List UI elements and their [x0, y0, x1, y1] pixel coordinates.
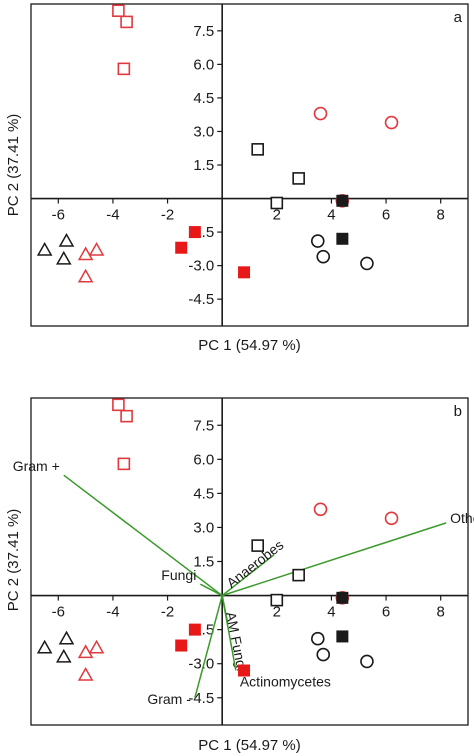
point-circle-open [310, 631, 325, 646]
point-square-open [251, 143, 264, 156]
point-square-open [292, 172, 305, 185]
point-square-filled [175, 241, 188, 254]
point-square-open [120, 409, 133, 423]
y-tick-label: 3.0 [193, 519, 214, 536]
point-square-filled [336, 194, 349, 207]
point-square-open [112, 4, 125, 18]
vector-label-gram: Gram - [147, 691, 191, 707]
x-tick-label: 6 [382, 207, 390, 224]
pca-biplot-b: -6 -4 -2 2 4 6 87.56.04.53.01.5-1.5-3.0-4.5bPC… [5, 397, 474, 754]
x-tick-label: 4 [327, 604, 335, 621]
point-circle-open [384, 511, 399, 526]
point-square-open [270, 593, 284, 607]
y-tick-label: 4.5 [193, 485, 214, 502]
point-triangle-open [77, 268, 94, 283]
point-triangle-open [55, 250, 72, 265]
y-tick-label: 4.5 [193, 90, 214, 107]
x-tick-label: 8 [437, 604, 445, 621]
x-tick-label: 4 [327, 207, 335, 224]
point-triangle-open [77, 667, 94, 681]
x-tick-label: -6 [52, 207, 65, 224]
y-tick-label: 7.5 [193, 23, 214, 40]
point-circle-open [384, 115, 399, 130]
y-tick-label: -4.5 [188, 291, 214, 308]
y-tick-label: -3.0 [188, 656, 214, 673]
point-circle-open [360, 256, 374, 271]
y-axis-title-a: PC 2 (37.41 %) [5, 114, 22, 217]
y-tick-label: 1.5 [193, 157, 214, 174]
point-square-filled [336, 591, 349, 604]
x-tick-label: 8 [437, 207, 445, 224]
point-square-filled [238, 664, 251, 677]
pca-score-plot-a: -6 -4 -2 2 4 6 87.56.04.53.01.5-1.5-3.0-4.5aPC… [5, 3, 469, 354]
point-circle-open [316, 249, 331, 264]
x-tick-label: -2 [161, 207, 174, 224]
point-square-filled [188, 623, 201, 636]
vector-label-actinomycetes: Actinomycetes [240, 674, 331, 690]
vector-label-gram: Gram + [13, 458, 60, 474]
x-tick-label: -2 [161, 604, 174, 621]
point-triangle-open [77, 246, 94, 261]
plot-frame-a [30, 3, 469, 327]
point-square-filled [175, 639, 188, 652]
point-square-open [120, 15, 133, 29]
point-triangle-open [58, 233, 75, 247]
y-tick-label: 1.5 [193, 554, 214, 571]
vector-label-fungi: Fungi [161, 567, 196, 583]
loading-vector-gram [194, 595, 223, 698]
y-tick-label: 3.0 [193, 123, 214, 140]
point-square-filled [238, 266, 251, 279]
vector-label-others: Others [450, 510, 474, 526]
point-circle-open [313, 106, 328, 121]
point-square-filled [188, 226, 201, 239]
point-square-open [117, 457, 131, 471]
point-triangle-open [36, 241, 53, 256]
point-triangle-open [88, 241, 105, 256]
x-tick-label: -6 [52, 604, 65, 621]
point-square-filled [336, 232, 349, 245]
point-square-open [292, 568, 305, 582]
y-tick-label: 6.0 [193, 56, 214, 73]
x-tick-label: -4 [106, 207, 119, 224]
loading-vector-actinomycetes [221, 595, 237, 671]
x-tick-label: 2 [273, 207, 281, 224]
loading-vector-fungi [199, 583, 223, 597]
point-triangle-open [55, 648, 72, 663]
x-tick-label: 2 [273, 604, 281, 621]
loading-vector-gram [63, 474, 223, 597]
loading-vector-anaerobes [221, 554, 275, 597]
y-tick-label: 7.5 [193, 417, 214, 434]
point-square-open [112, 398, 125, 412]
y-tick-label: -4.5 [188, 690, 214, 707]
point-circle-open [313, 502, 328, 517]
loading-vector-others [221, 522, 447, 597]
point-triangle-open [88, 639, 105, 654]
point-triangle-open [77, 644, 94, 659]
x-axis-title-a: PC 1 (54.97 %) [198, 337, 301, 354]
point-circle-open [360, 654, 374, 669]
point-square-filled [336, 630, 349, 643]
point-triangle-open [36, 639, 53, 654]
point-circle-open [310, 234, 325, 248]
panel-label-a: a [454, 9, 463, 26]
panel-label-b: b [454, 403, 462, 420]
y-axis-title-b: PC 2 (37.41 %) [5, 509, 22, 612]
x-tick-label: 6 [382, 604, 390, 621]
point-square-open [270, 196, 284, 210]
x-tick-label: -4 [106, 604, 119, 621]
plot-frame-b [30, 397, 469, 726]
y-tick-label: -3.0 [188, 258, 214, 275]
point-triangle-open [58, 630, 75, 645]
point-square-open [117, 62, 131, 76]
y-tick-label: 6.0 [193, 451, 214, 468]
point-circle-open [316, 647, 331, 662]
point-square-open [251, 539, 264, 552]
x-axis-title-b: PC 1 (54.97 %) [198, 737, 301, 754]
